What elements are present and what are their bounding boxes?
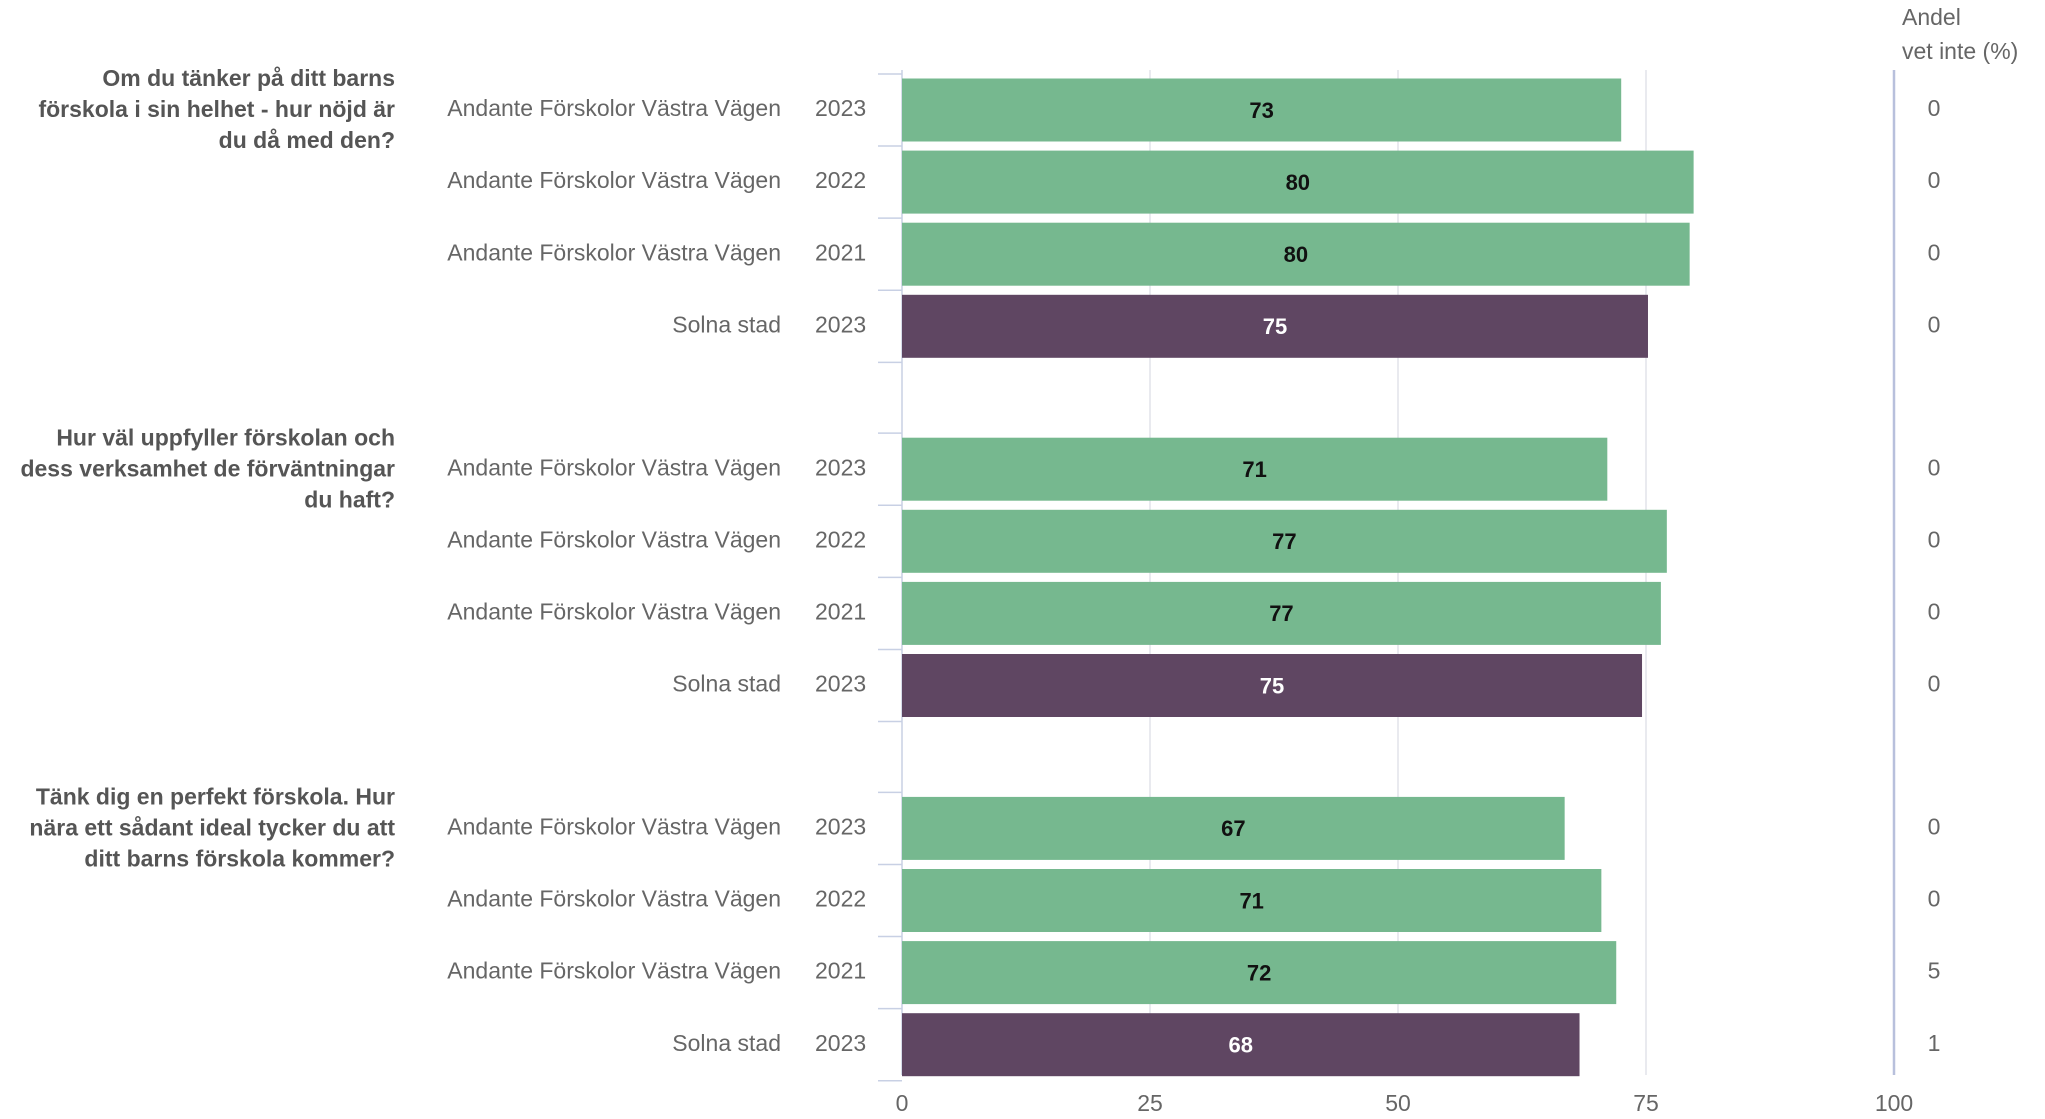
dont-know-value: 0 bbox=[1928, 95, 1941, 121]
row-year: 2023 bbox=[815, 1030, 866, 1056]
row-name: Andante Förskolor Västra Vägen bbox=[447, 454, 781, 480]
dont-know-value: 0 bbox=[1928, 671, 1941, 697]
bar bbox=[902, 796, 1565, 860]
row-name: Andante Förskolor Västra Vägen bbox=[447, 958, 781, 984]
row-name: Andante Förskolor Västra Vägen bbox=[447, 526, 781, 552]
row-year: 2023 bbox=[815, 454, 866, 480]
dont-know-value: 5 bbox=[1928, 958, 1941, 984]
question-label: nära ett sådant ideal tycker du att bbox=[29, 814, 395, 840]
value-label: 72 bbox=[1247, 960, 1271, 985]
question-label: du då med den? bbox=[219, 127, 395, 153]
x-tick-label: 0 bbox=[896, 1090, 909, 1116]
row-name: Andante Förskolor Västra Vägen bbox=[447, 239, 781, 265]
row-name: Andante Förskolor Västra Vägen bbox=[447, 598, 781, 624]
bar bbox=[902, 1013, 1580, 1077]
dont-know-value: 0 bbox=[1928, 526, 1941, 552]
column-header: vet inte (%) bbox=[1902, 38, 2018, 64]
value-label: 68 bbox=[1229, 1033, 1253, 1058]
value-label: 80 bbox=[1284, 242, 1308, 267]
row-year: 2022 bbox=[815, 526, 866, 552]
bar bbox=[902, 294, 1648, 358]
row-name: Andante Förskolor Västra Vägen bbox=[447, 813, 781, 839]
question-label: förskola i sin helhet - hur nöjd är bbox=[38, 96, 395, 122]
column-header: Andel bbox=[1902, 4, 1961, 30]
question-label: Om du tänker på ditt barns bbox=[102, 65, 395, 91]
bar bbox=[902, 150, 1694, 214]
dont-know-value: 1 bbox=[1928, 1030, 1941, 1056]
row-year: 2021 bbox=[815, 598, 866, 624]
row-year: 2023 bbox=[815, 671, 866, 697]
row-name: Andante Förskolor Västra Vägen bbox=[447, 95, 781, 121]
bar bbox=[902, 941, 1617, 1005]
question-label: Hur väl uppfyller förskolan och bbox=[56, 424, 395, 450]
row-year: 2021 bbox=[815, 958, 866, 984]
row-year: 2021 bbox=[815, 239, 866, 265]
row-year: 2022 bbox=[815, 167, 866, 193]
question-label: du haft? bbox=[304, 486, 395, 512]
row-year: 2023 bbox=[815, 95, 866, 121]
dont-know-value: 0 bbox=[1928, 239, 1941, 265]
bar bbox=[902, 222, 1690, 286]
question-label: ditt barns förskola kommer? bbox=[84, 845, 395, 871]
question-label: Tänk dig en perfekt förskola. Hur bbox=[36, 783, 395, 809]
dont-know-value: 0 bbox=[1928, 813, 1941, 839]
x-tick-label: 75 bbox=[1633, 1090, 1659, 1116]
dont-know-value: 0 bbox=[1928, 167, 1941, 193]
row-name: Andante Förskolor Västra Vägen bbox=[447, 167, 781, 193]
value-label: 80 bbox=[1286, 170, 1310, 195]
value-label: 77 bbox=[1272, 529, 1296, 554]
bar bbox=[902, 581, 1661, 645]
row-year: 2023 bbox=[815, 813, 866, 839]
value-label: 75 bbox=[1263, 314, 1287, 339]
bar bbox=[902, 437, 1608, 501]
x-tick-label: 25 bbox=[1137, 1090, 1163, 1116]
value-label: 71 bbox=[1242, 457, 1266, 482]
value-label: 71 bbox=[1239, 888, 1263, 913]
value-label: 73 bbox=[1249, 98, 1273, 123]
dont-know-value: 0 bbox=[1928, 598, 1941, 624]
row-year: 2023 bbox=[815, 311, 866, 337]
row-name: Solna stad bbox=[672, 1030, 781, 1056]
row-name: Solna stad bbox=[672, 311, 781, 337]
row-name: Solna stad bbox=[672, 671, 781, 697]
bar bbox=[902, 509, 1667, 573]
row-year: 2022 bbox=[815, 886, 866, 912]
bar bbox=[902, 78, 1622, 142]
value-label: 75 bbox=[1260, 673, 1284, 698]
dont-know-value: 0 bbox=[1928, 886, 1941, 912]
x-tick-label: 50 bbox=[1385, 1090, 1411, 1116]
dont-know-value: 0 bbox=[1928, 311, 1941, 337]
row-name: Andante Förskolor Västra Vägen bbox=[447, 886, 781, 912]
question-label: dess verksamhet de förväntningar bbox=[20, 455, 395, 481]
dont-know-value: 0 bbox=[1928, 454, 1941, 480]
value-label: 67 bbox=[1221, 816, 1245, 841]
value-label: 77 bbox=[1269, 601, 1293, 626]
x-tick-label: 100 bbox=[1875, 1090, 1913, 1116]
bar bbox=[902, 654, 1643, 717]
bar bbox=[902, 869, 1602, 932]
